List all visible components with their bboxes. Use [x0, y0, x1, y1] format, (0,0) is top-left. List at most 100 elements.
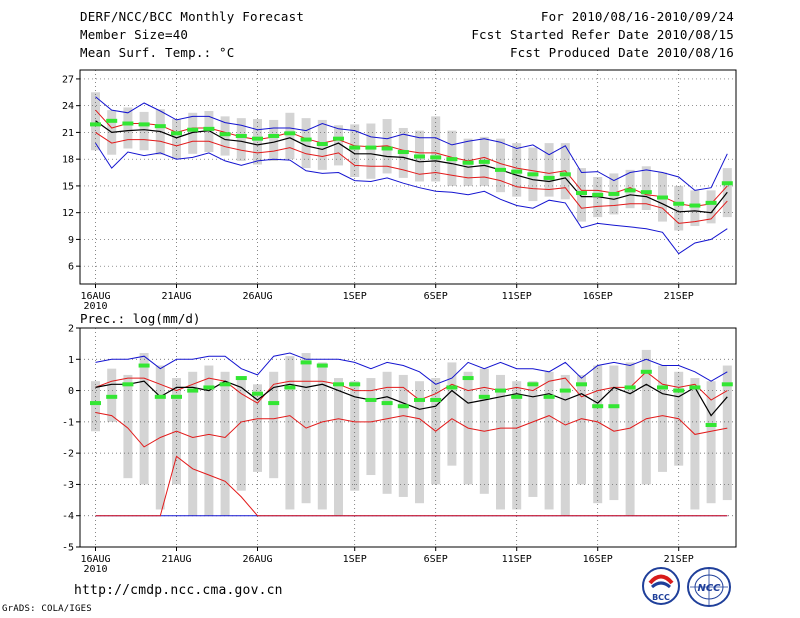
bcc-logo-text: BCC	[652, 593, 670, 602]
source-url[interactable]: http://cmdp.ncc.cma.gov.cn	[74, 583, 283, 598]
ensemble-range-box	[204, 365, 214, 516]
observed-marker	[381, 401, 393, 406]
ensemble-range-box	[690, 378, 700, 510]
observed-marker	[187, 127, 199, 132]
y-tick-label: -2	[62, 449, 74, 460]
ensemble-range-box	[301, 118, 311, 169]
ensemble-range-box	[91, 381, 100, 432]
ensemble-range-box	[269, 371, 279, 479]
observed-marker	[138, 122, 150, 127]
ensemble-range-box	[123, 107, 133, 149]
ensemble-range-box	[496, 374, 505, 510]
ensemble-range-box	[236, 378, 246, 491]
x-year-label: 2010	[83, 301, 107, 312]
ensemble-range-box	[317, 362, 327, 510]
ensemble-range-box	[674, 185, 684, 231]
observed-marker	[640, 190, 652, 195]
observed-marker	[138, 363, 150, 368]
observed-marker	[203, 385, 215, 390]
ensemble-range-box	[382, 371, 392, 494]
observed-marker	[543, 175, 555, 180]
observed-marker	[154, 394, 166, 399]
observed-marker	[235, 376, 247, 381]
observed-marker	[365, 145, 377, 150]
observed-marker	[414, 397, 425, 402]
ensemble-range-box	[706, 190, 716, 224]
observed-marker	[219, 382, 231, 387]
series-line-min	[95, 142, 728, 255]
forecast-period: For 2010/08/16-2010/09/24	[540, 9, 734, 24]
x-tick-label: 21SEP	[664, 554, 694, 565]
observed-marker	[543, 394, 555, 399]
observed-marker	[154, 124, 166, 129]
observed-marker	[316, 363, 328, 368]
ncc-logo-icon: NCC	[687, 567, 731, 607]
x-tick-label: 16SEP	[583, 554, 613, 565]
ensemble-range-box	[253, 119, 262, 165]
observed-marker	[624, 385, 636, 390]
ensemble-range-box	[496, 138, 505, 193]
ensemble-range-box	[544, 371, 554, 510]
y-tick-label: -4	[62, 511, 74, 522]
ensemble-range-box	[204, 111, 214, 153]
ensemble-range-box	[609, 365, 619, 501]
series-line-upper	[95, 371, 728, 404]
y-tick-label: 6	[68, 262, 74, 273]
ensemble-range-box	[269, 119, 279, 161]
observed-marker	[106, 394, 118, 399]
y-tick-label: 27	[62, 74, 74, 85]
observed-marker	[527, 172, 539, 177]
y-tick-label: 24	[62, 101, 74, 112]
observed-marker	[171, 131, 182, 136]
observed-marker	[624, 188, 636, 193]
ensemble-range-box	[658, 365, 667, 472]
observed-marker	[478, 159, 490, 164]
observed-marker	[705, 200, 717, 205]
observed-marker	[705, 422, 717, 427]
observed-marker	[203, 126, 215, 131]
fcst-started-date: Fcst Started Refer Date 2010/08/15	[471, 27, 734, 42]
ensemble-range-box	[334, 125, 343, 166]
observed-marker	[268, 133, 280, 138]
ensemble-range-box	[447, 362, 457, 466]
observed-marker	[608, 404, 620, 409]
member-size-text: Member Size=40	[80, 27, 189, 42]
observed-marker	[381, 146, 393, 151]
observed-marker	[640, 369, 652, 374]
ensemble-range-box	[188, 112, 198, 154]
x-tick-label: 21AUG	[161, 291, 191, 302]
observed-marker	[657, 195, 668, 200]
x-tick-label: 1SEP	[343, 291, 367, 302]
x-tick-label: 21SEP	[664, 291, 694, 302]
observed-marker	[284, 131, 296, 136]
series-line-max	[95, 96, 728, 191]
ensemble-range-box	[577, 374, 586, 485]
fcst-produced-date: Fcst Produced Date 2010/08/16	[509, 45, 734, 60]
observed-marker	[576, 382, 587, 387]
x-year-label: 2010	[83, 564, 107, 575]
x-tick-label: 16AUG	[80, 291, 110, 302]
y-tick-label: 9	[68, 235, 74, 246]
ensemble-range-box	[398, 374, 408, 497]
series-line-mean	[95, 380, 728, 417]
plot-frame	[79, 69, 737, 285]
observed-marker	[90, 401, 101, 406]
ensemble-range-box	[528, 381, 538, 497]
series-line-lower	[95, 412, 728, 448]
observed-marker	[219, 132, 231, 137]
ensemble-range-box	[366, 123, 376, 179]
ensemble-range-box	[172, 119, 181, 160]
y-tick-label: -5	[62, 543, 74, 554]
observed-marker	[592, 404, 604, 409]
observed-marker	[397, 150, 409, 155]
observed-marker	[90, 122, 101, 127]
y-tick-label: -3	[62, 480, 74, 491]
observed-marker	[608, 191, 620, 196]
ensemble-range-box	[690, 190, 700, 227]
observed-marker	[559, 172, 571, 177]
y-tick-label: 21	[62, 128, 74, 139]
observed-marker	[187, 388, 199, 393]
